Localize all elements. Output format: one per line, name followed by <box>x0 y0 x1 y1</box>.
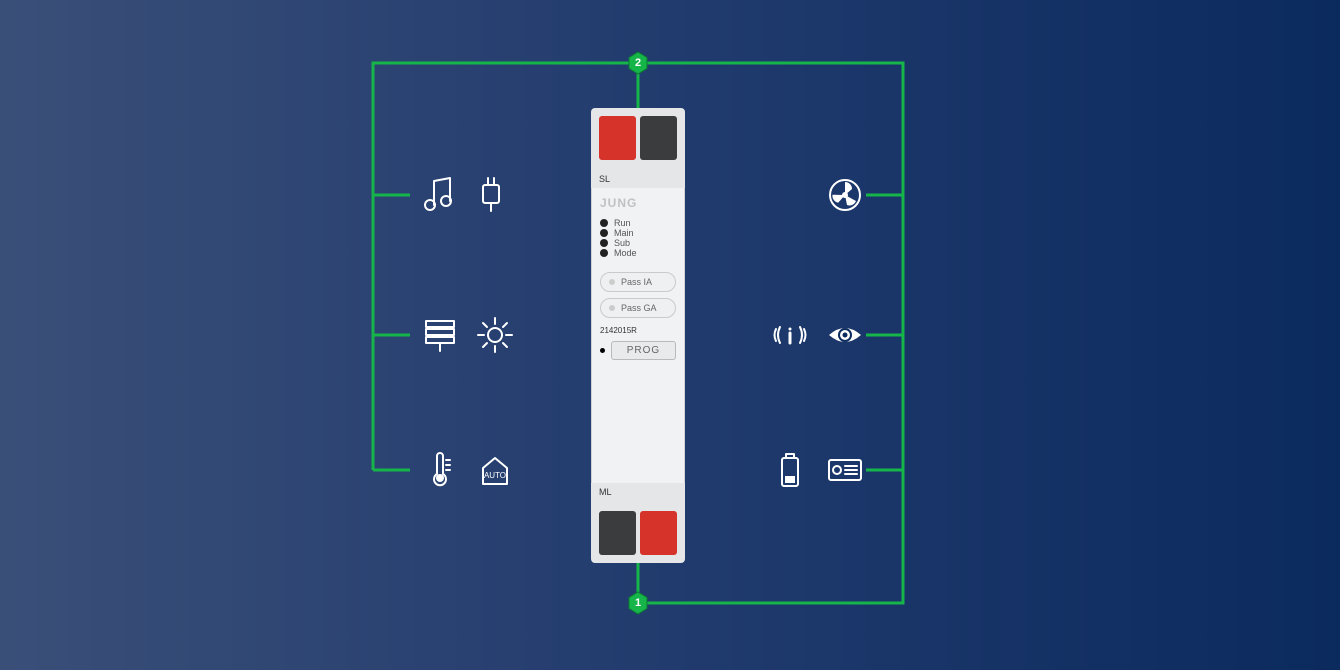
device-face: JUNG RunMainSubMode Pass IA Pass GA 21420… <box>591 188 685 483</box>
bus-node-bottom: 1 <box>628 591 648 615</box>
battery-icon <box>770 450 810 490</box>
led-dot-icon <box>600 239 608 247</box>
blinds-icon <box>420 315 460 355</box>
device-model: 2142015R <box>600 326 676 335</box>
moon-icon <box>770 175 810 215</box>
device-brand: JUNG <box>600 196 676 210</box>
eye-icon <box>825 315 865 355</box>
led-dot-icon <box>600 219 608 227</box>
prog-led-icon <box>600 348 605 353</box>
prog-button[interactable]: PROG <box>611 341 676 360</box>
alert-waves-icon <box>770 315 810 355</box>
bus-node-top: 2 <box>628 51 648 75</box>
plug-icon <box>475 175 515 215</box>
led-sub: Sub <box>600 238 676 248</box>
button-led-icon <box>609 279 615 285</box>
pass-button-1[interactable]: Pass GA <box>600 298 676 318</box>
terminal-label-sl: SL <box>599 174 610 184</box>
fan-icon <box>825 175 865 215</box>
music-icon <box>420 175 460 215</box>
device-terminal-bottom: ML <box>591 483 685 563</box>
knx-device: SL JUNG RunMainSubMode Pass IA Pass GA 21… <box>591 108 685 563</box>
thermometer-icon <box>420 450 460 490</box>
device-terminal-top: SL <box>591 108 685 188</box>
button-led-icon <box>609 305 615 311</box>
led-mode: Mode <box>600 248 676 258</box>
sun-icon <box>475 315 515 355</box>
unit-icon <box>825 450 865 490</box>
led-dot-icon <box>600 229 608 237</box>
led-run: Run <box>600 218 676 228</box>
auto-home-icon: AUTO <box>475 450 515 490</box>
led-dot-icon <box>600 249 608 257</box>
led-main: Main <box>600 228 676 238</box>
terminal-label-ml: ML <box>599 487 612 497</box>
pass-button-0[interactable]: Pass IA <box>600 272 676 292</box>
svg-text:AUTO: AUTO <box>484 471 506 480</box>
